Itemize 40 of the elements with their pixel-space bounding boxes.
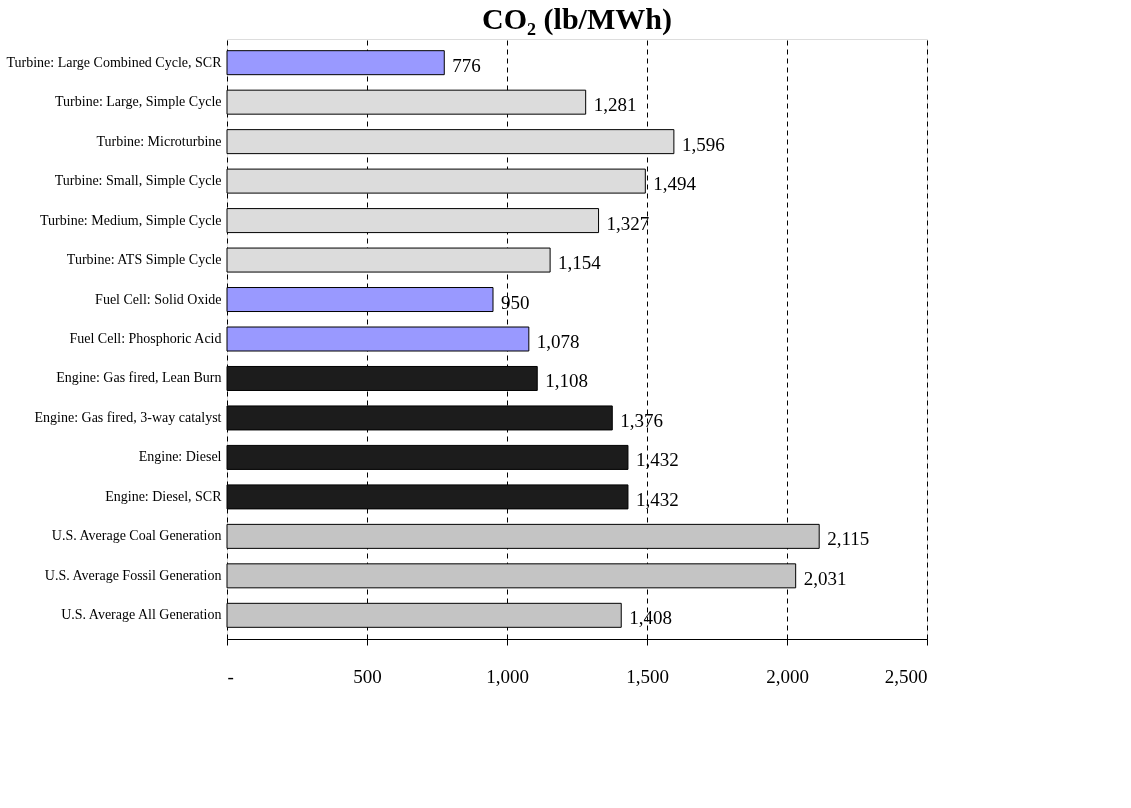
x-tick-label: 500 <box>353 665 382 687</box>
y-tick-label: U.S. Average All Generation <box>61 607 222 623</box>
y-tick-label: Turbine: Medium, Simple Cycle <box>40 212 222 228</box>
data-label: 1,432 <box>635 488 679 510</box>
data-label: 1,108 <box>545 370 588 392</box>
y-tick-label: Engine: Gas fired, Lean Burn <box>56 370 222 386</box>
y-tick-label: Turbine: ATS Simple Cycle <box>66 252 222 268</box>
data-label: 1,376 <box>620 409 664 431</box>
data-label: 1,281 <box>593 94 637 116</box>
data-label: 1,494 <box>653 173 697 195</box>
x-tick-label: 1,000 <box>486 665 529 687</box>
y-tick-label: Turbine: Large, Simple Cycle <box>55 94 222 110</box>
y-tick-label: Turbine: Large Combined Cycle, SCR <box>6 54 223 70</box>
data-label: 950 <box>501 291 530 313</box>
y-tick-label: Engine: Diesel, SCR <box>105 488 223 504</box>
y-tick-label: Engine: Diesel <box>138 449 222 465</box>
bar <box>226 563 797 589</box>
data-label: 1,596 <box>681 133 725 155</box>
x-tick-label: 2,000 <box>766 665 809 687</box>
data-label: 1,078 <box>536 331 580 352</box>
y-tick-label: Fuel Cell: Phosphoric Acid <box>69 331 222 346</box>
y-tick-label: Fuel Cell: Solid Oxide <box>95 291 222 307</box>
y-tick-label: U.S. Average Fossil Generation <box>44 567 222 583</box>
bar <box>226 50 445 76</box>
bar <box>226 444 629 470</box>
x-tick-label: - <box>227 665 234 687</box>
y-tick-label: Turbine: Small, Simple Cycle <box>54 173 222 189</box>
chart-title: CO₂ (lb/MWh) <box>482 2 672 36</box>
y-tick-label: Turbine: Microturbine <box>96 133 222 149</box>
x-tick-label: 2,500 <box>884 665 928 687</box>
data-label: 2,115 <box>827 528 870 550</box>
x-tick-label: 1,500 <box>626 665 669 687</box>
data-label: 1,432 <box>635 449 679 471</box>
data-label: 2,031 <box>803 567 847 589</box>
y-tick-label: U.S. Average Coal Generation <box>51 528 222 544</box>
y-tick-label: Engine: Gas fired, 3-way catalyst <box>34 409 222 425</box>
data-label: 776 <box>452 54 481 76</box>
data-label: 1,154 <box>558 252 602 274</box>
data-label: 1,327 <box>606 212 650 234</box>
data-label: 1,408 <box>629 607 672 629</box>
